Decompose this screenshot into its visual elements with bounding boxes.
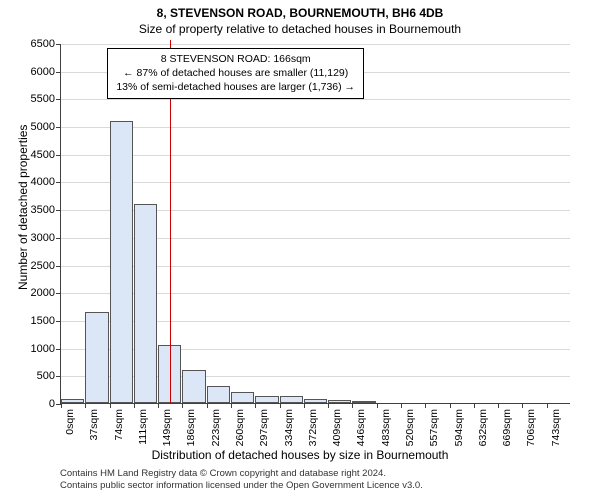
x-tick-label: 409sqm: [331, 409, 343, 446]
y-tick-label: 1000: [31, 343, 55, 355]
x-tick-mark: [547, 403, 548, 408]
x-tick-mark: [207, 403, 208, 408]
x-tick-label: 260sqm: [234, 409, 246, 446]
y-tick-label: 500: [37, 370, 55, 382]
x-tick-mark: [401, 403, 402, 408]
y-tick-label: 2500: [31, 260, 55, 272]
x-tick-mark: [85, 403, 86, 408]
x-axis-label: Distribution of detached houses by size …: [0, 448, 600, 462]
x-tick-label: 632sqm: [477, 409, 489, 446]
y-tick-label: 4000: [31, 176, 55, 188]
y-tick-label: 3000: [31, 232, 55, 244]
x-tick-label: 149sqm: [161, 409, 173, 446]
histogram-bar: [231, 392, 254, 403]
x-tick-label: 186sqm: [185, 409, 197, 446]
y-tick-label: 4500: [31, 149, 55, 161]
x-tick-label: 557sqm: [428, 409, 440, 446]
x-tick-label: 223sqm: [210, 409, 222, 446]
title-main: 8, STEVENSON ROAD, BOURNEMOUTH, BH6 4DB: [0, 0, 600, 20]
x-tick-label: 74sqm: [113, 409, 125, 441]
histogram-bar: [134, 204, 157, 403]
x-tick-mark: [134, 403, 135, 408]
grid-line: [61, 182, 570, 183]
y-tick-label: 5500: [31, 93, 55, 105]
y-tick-mark: [56, 72, 61, 73]
x-tick-mark: [280, 403, 281, 408]
y-tick-mark: [56, 182, 61, 183]
annotation-line1: 8 STEVENSON ROAD: 166sqm: [116, 52, 355, 66]
y-tick-mark: [56, 266, 61, 267]
y-tick-mark: [56, 293, 61, 294]
x-tick-mark: [352, 403, 353, 408]
histogram-bar: [352, 401, 375, 403]
y-tick-mark: [56, 155, 61, 156]
x-tick-mark: [255, 403, 256, 408]
y-axis-label: Number of detached properties: [16, 125, 30, 290]
annotation-line3: 13% of semi-detached houses are larger (…: [116, 80, 355, 94]
x-tick-mark: [522, 403, 523, 408]
x-tick-label: 446sqm: [355, 409, 367, 446]
x-tick-mark: [110, 403, 111, 408]
x-tick-mark: [498, 403, 499, 408]
histogram-bar: [182, 370, 205, 403]
title-sub: Size of property relative to detached ho…: [0, 20, 600, 42]
histogram-bar: [61, 399, 84, 403]
histogram-bar: [85, 312, 108, 403]
x-tick-mark: [474, 403, 475, 408]
x-tick-label: 669sqm: [501, 409, 513, 446]
x-tick-mark: [450, 403, 451, 408]
x-tick-label: 297sqm: [258, 409, 270, 446]
y-tick-mark: [56, 238, 61, 239]
y-tick-mark: [56, 321, 61, 322]
footer-line1: Contains HM Land Registry data © Crown c…: [60, 468, 423, 480]
y-tick-mark: [56, 349, 61, 350]
x-tick-label: 594sqm: [453, 409, 465, 446]
y-tick-label: 3500: [31, 204, 55, 216]
y-tick-label: 0: [49, 398, 55, 410]
y-tick-label: 1500: [31, 315, 55, 327]
x-tick-mark: [231, 403, 232, 408]
y-tick-mark: [56, 44, 61, 45]
x-tick-label: 0sqm: [64, 409, 76, 435]
y-tick-mark: [56, 99, 61, 100]
annotation-line2: ← 87% of detached houses are smaller (11…: [116, 66, 355, 80]
footer-line2: Contains public sector information licen…: [60, 480, 423, 492]
y-tick-label: 6500: [31, 38, 55, 50]
grid-line: [61, 127, 570, 128]
y-tick-mark: [56, 210, 61, 211]
x-tick-label: 520sqm: [404, 409, 416, 446]
x-tick-mark: [425, 403, 426, 408]
histogram-bar: [280, 396, 303, 403]
histogram-bar: [328, 400, 351, 403]
x-tick-mark: [328, 403, 329, 408]
x-tick-mark: [304, 403, 305, 408]
histogram-bar: [207, 386, 230, 403]
histogram-bar: [110, 121, 133, 403]
x-tick-label: 37sqm: [88, 409, 100, 441]
histogram-bar: [304, 399, 327, 403]
y-tick-mark: [56, 127, 61, 128]
grid-line: [61, 99, 570, 100]
annotation-box: 8 STEVENSON ROAD: 166sqm← 87% of detache…: [107, 48, 364, 99]
grid-line: [61, 155, 570, 156]
x-tick-mark: [377, 403, 378, 408]
x-tick-label: 706sqm: [525, 409, 537, 446]
x-tick-mark: [61, 403, 62, 408]
y-tick-mark: [56, 376, 61, 377]
y-tick-label: 5000: [31, 121, 55, 133]
footer-attribution: Contains HM Land Registry data © Crown c…: [60, 468, 423, 492]
x-tick-label: 334sqm: [283, 409, 295, 446]
histogram-bar: [255, 396, 278, 403]
y-tick-label: 6000: [31, 66, 55, 78]
y-tick-label: 2000: [31, 287, 55, 299]
grid-line: [61, 44, 570, 45]
x-tick-mark: [182, 403, 183, 408]
x-tick-label: 483sqm: [380, 409, 392, 446]
chart-plot-area: 0500100015002000250030003500400045005000…: [60, 44, 570, 404]
x-tick-mark: [158, 403, 159, 408]
x-tick-label: 743sqm: [550, 409, 562, 446]
chart-container: 8, STEVENSON ROAD, BOURNEMOUTH, BH6 4DB …: [0, 0, 600, 500]
x-tick-label: 111sqm: [137, 409, 149, 445]
x-tick-label: 372sqm: [307, 409, 319, 446]
